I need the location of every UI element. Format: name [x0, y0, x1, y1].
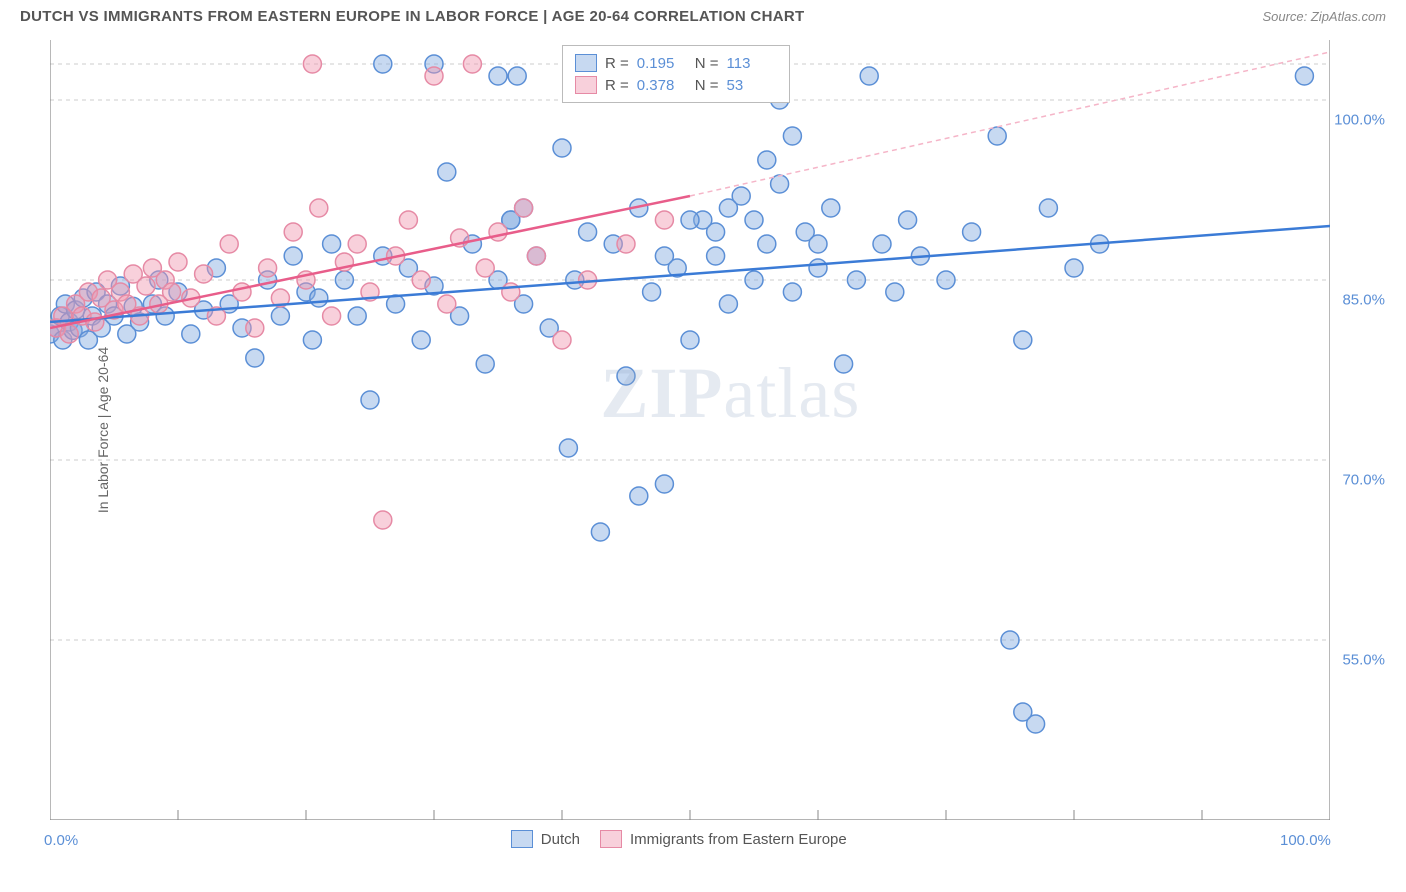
stats-legend: R = 0.195 N = 113 R = 0.378 N = 53 [562, 45, 790, 103]
series-legend: Dutch Immigrants from Eastern Europe [511, 828, 847, 850]
x-tick-label: 100.0% [1280, 832, 1331, 849]
legend-n-label: N = [695, 77, 719, 94]
legend-swatch [575, 76, 597, 94]
stats-legend-row: R = 0.378 N = 53 [575, 74, 777, 96]
y-tick-label: 55.0% [1342, 652, 1385, 669]
chart-area: In Labor Force | Age 20-64 ZIPatlas R = … [50, 40, 1330, 820]
legend-swatch [575, 54, 597, 72]
chart-title: DUTCH VS IMMIGRANTS FROM EASTERN EUROPE … [20, 8, 804, 25]
legend-r-label: R = [605, 55, 629, 72]
source-label: Source: ZipAtlas.com [1262, 9, 1386, 24]
x-tick-label: 0.0% [44, 832, 78, 849]
y-tick-label: 85.0% [1342, 292, 1385, 309]
legend-swatch [600, 830, 622, 848]
legend-r-value: 0.378 [637, 77, 687, 94]
series-label: Immigrants from Eastern Europe [630, 831, 847, 848]
y-tick-label: 100.0% [1334, 112, 1385, 129]
series-legend-item: Immigrants from Eastern Europe [600, 828, 847, 850]
legend-n-label: N = [695, 55, 719, 72]
scatter-plot [50, 40, 1330, 820]
legend-r-value: 0.195 [637, 55, 687, 72]
series-label: Dutch [541, 831, 580, 848]
legend-n-value: 53 [727, 77, 777, 94]
legend-swatch [511, 830, 533, 848]
series-legend-item: Dutch [511, 828, 580, 850]
legend-n-value: 113 [727, 55, 777, 72]
legend-r-label: R = [605, 77, 629, 94]
stats-legend-row: R = 0.195 N = 113 [575, 52, 777, 74]
y-tick-label: 70.0% [1342, 472, 1385, 489]
